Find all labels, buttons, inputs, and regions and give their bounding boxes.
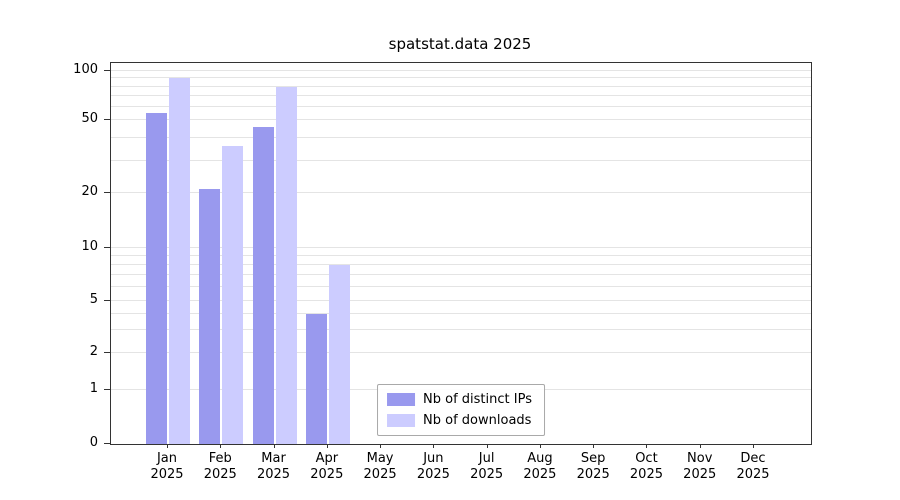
y-tick-label: 50 — [81, 111, 98, 127]
x-tick-mark — [433, 444, 435, 448]
gridline — [111, 329, 811, 331]
gridline — [111, 95, 811, 97]
x-tick-mark — [646, 444, 648, 448]
y-tick-mark — [104, 247, 110, 249]
plot-area: Nb of distinct IPs Nb of downloads — [110, 62, 812, 445]
x-tick-label-jan: Jan 2025 — [150, 451, 184, 482]
x-tick-label-jun: Jun 2025 — [416, 451, 450, 482]
x-tick-mark — [699, 444, 701, 448]
bar-downloads-jan — [169, 78, 190, 444]
y-tick-label: 5 — [89, 292, 98, 308]
y-tick-label: 100 — [73, 62, 98, 77]
x-tick-mark — [167, 444, 168, 448]
gridline — [111, 85, 811, 87]
legend-swatch-distinct-ips — [387, 393, 416, 406]
bar-downloads-feb — [222, 146, 244, 444]
y-tick-label: 1 — [89, 380, 98, 396]
y-tick-mark — [104, 300, 110, 302]
y-tick-label: 0 — [89, 435, 98, 450]
bar-distinct-ips-feb — [199, 189, 221, 444]
x-tick-label-may: May 2025 — [363, 451, 397, 482]
gridline — [111, 264, 811, 266]
bar-downloads-mar — [275, 86, 297, 444]
gridline — [111, 247, 811, 249]
y-tick-mark — [104, 351, 110, 353]
y-tick-mark — [104, 70, 110, 71]
x-tick-mark — [539, 444, 541, 448]
y-tick-label: 20 — [81, 183, 98, 199]
gridline — [111, 136, 811, 138]
x-tick-mark — [380, 444, 382, 448]
gridline — [111, 351, 811, 353]
gridline — [111, 106, 811, 108]
y-tick-mark — [104, 443, 110, 444]
legend-label-distinct-ips: Nb of distinct IPs — [423, 392, 532, 407]
legend-item-downloads: Nb of downloads — [387, 413, 532, 428]
y-tick-mark — [104, 119, 110, 121]
gridline — [111, 274, 811, 276]
x-tick-label-jul: Jul 2025 — [470, 451, 504, 482]
x-tick-mark — [273, 444, 275, 448]
bar-distinct-ips-mar — [252, 126, 274, 444]
y-tick-mark — [104, 191, 110, 193]
y-tick-mark — [104, 388, 110, 390]
x-tick-label-oct: Oct 2025 — [629, 451, 663, 482]
x-tick-mark — [326, 444, 328, 448]
legend-label-downloads: Nb of downloads — [423, 413, 532, 428]
bar-distinct-ips-apr — [305, 313, 327, 444]
x-tick-label-sep: Sep 2025 — [576, 451, 610, 482]
chart-title: spatstat.data 2025 — [388, 35, 532, 53]
gridline — [111, 77, 811, 79]
gridline — [111, 70, 811, 72]
x-tick-mark — [753, 444, 754, 448]
x-tick-label-mar: Mar 2025 — [256, 451, 291, 482]
gridline — [111, 312, 811, 314]
bar-distinct-ips-jan — [146, 113, 167, 444]
x-tick-label-aug: Aug 2025 — [523, 451, 557, 482]
bar-downloads-apr — [328, 265, 350, 444]
x-tick-mark — [220, 444, 222, 448]
x-tick-label-nov: Nov 2025 — [683, 451, 717, 482]
legend-item-distinct-ips: Nb of distinct IPs — [387, 392, 532, 407]
legend: Nb of distinct IPs Nb of downloads — [377, 384, 545, 436]
gridline — [111, 286, 811, 288]
x-tick-label-dec: Dec 2025 — [736, 451, 770, 482]
x-tick-mark — [486, 444, 488, 448]
legend-swatch-downloads — [387, 414, 416, 427]
x-tick-label-feb: Feb 2025 — [203, 451, 237, 482]
y-tick-label: 2 — [89, 343, 98, 359]
y-tick-label: 10 — [81, 239, 98, 255]
x-tick-label-apr: Apr 2025 — [310, 451, 344, 482]
gridline — [111, 191, 811, 193]
x-tick-mark — [593, 444, 595, 448]
gridline — [111, 255, 811, 257]
gridline — [111, 159, 811, 161]
gridline — [111, 119, 811, 121]
gridline — [111, 300, 811, 302]
